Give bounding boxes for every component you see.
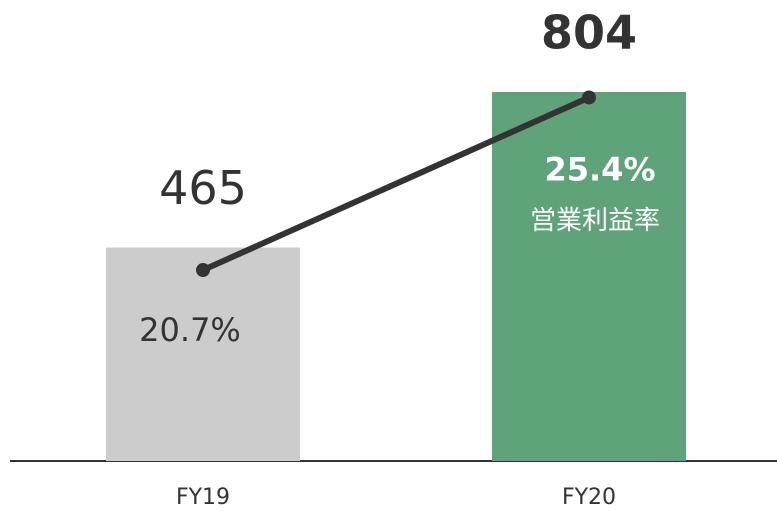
line-value-label: 20.7% — [139, 311, 241, 349]
bar — [106, 247, 300, 461]
bar — [492, 91, 686, 462]
line-point — [582, 90, 596, 105]
x-tick-label: FY19 — [176, 485, 230, 510]
line-point — [196, 263, 210, 278]
series-name: 営業利益率 — [530, 206, 660, 236]
bar-value-label: 804 — [541, 5, 637, 59]
x-tick-label: FY20 — [562, 485, 616, 510]
bar-value-label: 465 — [159, 161, 247, 215]
line — [201, 94, 591, 273]
line-value-label: 25.4% — [544, 150, 655, 188]
